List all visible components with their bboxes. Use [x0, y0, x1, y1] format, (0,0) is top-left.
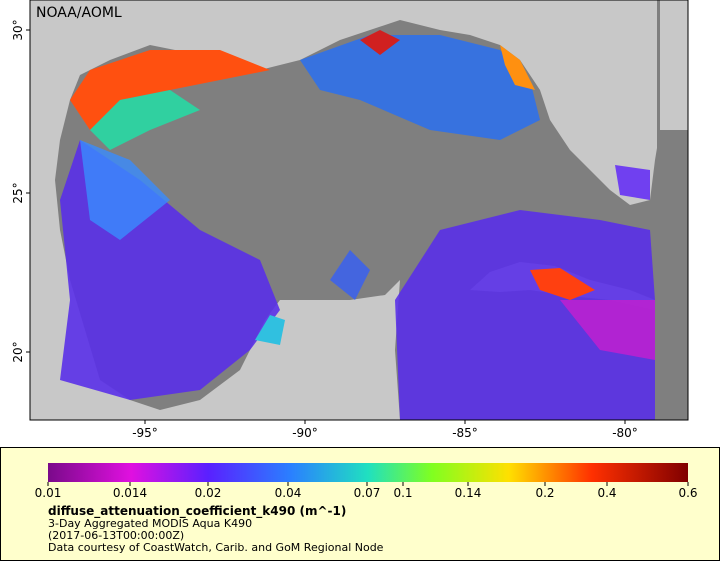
ocean-data: [500, 45, 535, 90]
ocean-data: [300, 35, 540, 140]
description: 3-Day Aggregated MODIS Aqua K490: [48, 517, 252, 530]
colorbar-label: 0.04: [275, 486, 302, 500]
ocean-data: [90, 90, 200, 150]
credit: NOAA/AOML: [36, 5, 122, 21]
lat-axis: 30° 25° 20°: [11, 19, 30, 363]
ocean-data: [360, 30, 400, 55]
ocean-data: [80, 140, 170, 240]
ocean-data: [395, 210, 655, 420]
colorbar-label: 0.02: [195, 486, 222, 500]
ocean-data: [560, 300, 655, 360]
courtesy: Data courtesy of CoastWatch, Carib. and …: [48, 541, 384, 554]
lon-label: -90°: [292, 426, 318, 440]
colorbar-label: 0.1: [393, 486, 412, 500]
map-frame: [29, 0, 689, 421]
colorbar-ticks: 0.01 0.014 0.02 0.04 0.07 0.1 0.14 0.2 0.4 0.6: [35, 482, 698, 500]
lon-label: -85°: [452, 426, 478, 440]
colorbar-label: 0.014: [113, 486, 147, 500]
lon-label: -95°: [132, 426, 158, 440]
time: (2017-06-13T00:00:00Z): [48, 529, 184, 542]
lat-label: 20°: [11, 341, 25, 362]
colorbar-label: 0.14: [455, 486, 482, 500]
lat-label: 25°: [11, 182, 25, 203]
colorbar: [48, 463, 688, 482]
colorbar-label: 0.6: [678, 486, 697, 500]
colorbar-label: 0.4: [597, 486, 616, 500]
map: [30, 0, 688, 420]
variable-name: diffuse_attenuation_coefficient_k490 (m^…: [48, 504, 346, 519]
land: [240, 300, 395, 420]
colorbar-label: 0.01: [35, 486, 62, 500]
lon-axis: -95° -90° -85° -80°: [132, 420, 638, 440]
lat-label: 30°: [11, 19, 25, 40]
ocean-data: [530, 268, 595, 300]
lon-label: -80°: [612, 426, 638, 440]
colorbar-label: 0.07: [354, 486, 381, 500]
ocean-data: [615, 165, 650, 200]
land: [660, 0, 688, 130]
colorbar-label: 0.2: [535, 486, 554, 500]
ocean-data: [330, 250, 370, 300]
ocean-data: [255, 315, 285, 345]
